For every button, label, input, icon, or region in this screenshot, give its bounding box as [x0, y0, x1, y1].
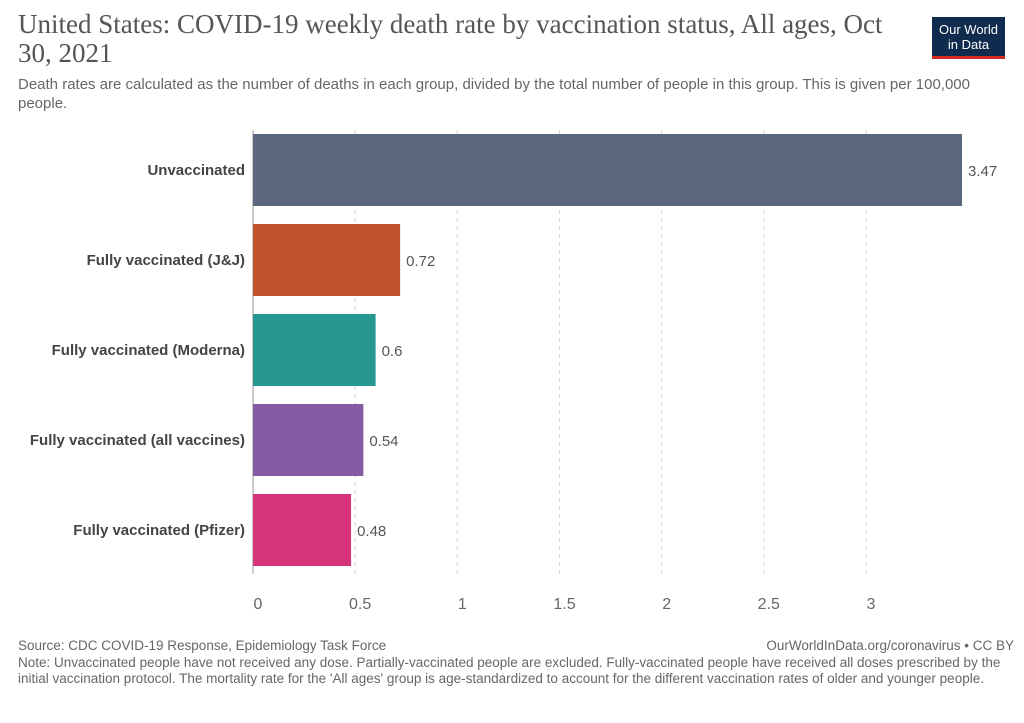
owid-logo[interactable]: Our World in Data: [932, 17, 1005, 59]
chart-subtitle: Death rates are calculated as the number…: [18, 76, 970, 112]
x-tick-label: 2: [662, 596, 671, 613]
bar-1: [253, 224, 401, 296]
value-label: 0.48: [357, 523, 386, 540]
chart-title: United States: COVID-19 weekly death rat…: [18, 9, 883, 68]
value-label: 3.47: [968, 163, 997, 180]
category-label: Fully vaccinated (J&J): [87, 252, 245, 269]
bar-2: [253, 314, 376, 386]
category-label: Fully vaccinated (Moderna): [52, 342, 245, 359]
x-tick-label: 0.5: [349, 596, 371, 613]
x-tick-label: 3: [867, 596, 876, 613]
category-label: Fully vaccinated (Pfizer): [73, 522, 245, 539]
license-link[interactable]: OurWorldInData.org/coronavirus • CC BY: [766, 638, 1014, 653]
value-label: 0.54: [369, 433, 398, 450]
category-label: Unvaccinated: [147, 162, 245, 179]
logo-line-1: Our World: [939, 22, 998, 37]
value-label: 0.72: [406, 253, 435, 270]
bar-4: [253, 494, 352, 566]
x-tick-label: 1.5: [553, 596, 575, 613]
source-text: Source: CDC COVID-19 Response, Epidemiol…: [18, 638, 387, 653]
bar-0: [253, 134, 962, 206]
labels: Unvaccinated 3.47 Fully vaccinated (J&J) 0.…: [30, 162, 997, 540]
logo-line-2: in Data: [947, 37, 990, 52]
value-label: 0.6: [382, 343, 403, 360]
bars: [253, 134, 962, 566]
note-text: Note: Unvaccinated people have not recei…: [18, 655, 1001, 686]
x-tick-label: 2.5: [758, 596, 780, 613]
chart-footer: Source: CDC COVID-19 Response, Epidemiol…: [18, 638, 1014, 687]
x-tick-label: 0: [254, 596, 263, 613]
category-label: Fully vaccinated (all vaccines): [30, 432, 245, 449]
bar-3: [253, 404, 364, 476]
x-tick-label: 1: [458, 596, 467, 613]
x-axis-ticks: 0 0.5 1 1.5 2 2.5 3: [254, 596, 876, 613]
bar-chart: Unvaccinated 3.47 Fully vaccinated (J&J) 0.…: [30, 130, 997, 613]
